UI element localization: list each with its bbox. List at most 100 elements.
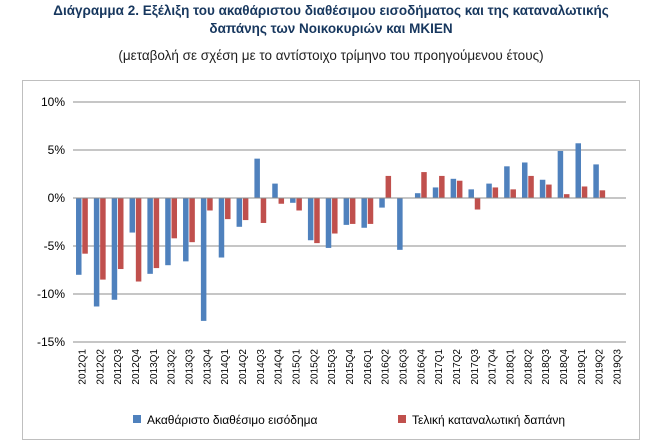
consumption-bar [296, 198, 302, 211]
x-tick-label: 2017Q3 [470, 349, 481, 385]
x-tick-label: 2017Q2 [452, 349, 463, 385]
consumption-bar [456, 180, 463, 198]
x-tick-label: 2018Q1 [506, 349, 517, 385]
income-bar [432, 187, 439, 198]
x-tick-label: 2017Q4 [488, 349, 499, 385]
x-tick-label: 2016Q1 [363, 349, 374, 385]
legend-label-income: Ακαθάριστο διαθέσιμο εισόδημα [147, 413, 318, 427]
income-bar [325, 198, 332, 248]
consumption-bar [314, 198, 320, 244]
x-tick-label: 2013Q2 [167, 349, 178, 385]
bar-chart: -15% -10% -5% 0% 5% 10% 2012Q1 2012Q2 2012Q3 2012… [37, 95, 626, 427]
income-bar [129, 198, 136, 233]
consumption-bar [510, 189, 516, 198]
legend-swatch-income [133, 415, 141, 423]
income-bar [254, 158, 260, 198]
income-bar [343, 198, 350, 225]
income-bar [111, 198, 118, 300]
consumption-bar [599, 190, 606, 198]
x-tick-label: 2015Q1 [291, 349, 302, 385]
legend-label-consumption: Τελική καταναλωτική δαπάνη [412, 413, 565, 427]
income-bar [593, 164, 599, 198]
chart-subtitle: (μεταβολή σε σχέση με το αντίστοιχο τρίμ… [118, 48, 544, 63]
y-tick-label: -10% [37, 287, 65, 301]
x-tick-label: 2014Q4 [274, 349, 285, 385]
income-bar [165, 198, 171, 266]
income-bar [147, 198, 153, 274]
chart-title-line-1: Διάγραμμα 2. Εξέλιξη του ακαθάριστου δια… [53, 3, 609, 18]
income-bar [397, 198, 403, 250]
consumption-bar [278, 198, 285, 204]
x-tick-label: 2013Q4 [202, 349, 213, 385]
income-bar [236, 198, 243, 227]
x-tick-label: 2014Q3 [256, 349, 267, 385]
consumption-bar [528, 175, 534, 198]
x-tick-label: 2012Q1 [77, 349, 88, 385]
consumption-bar [189, 198, 195, 243]
income-bar [307, 198, 314, 241]
x-tick-label: 2016Q4 [416, 349, 427, 385]
consumption-bar [135, 198, 142, 282]
x-tick-label: 2019Q1 [577, 349, 588, 385]
chart-panel: -15% -10% -5% 0% 5% 10% 2012Q1 2012Q2 2012Q3 2012… [22, 80, 640, 440]
income-bar [468, 189, 474, 198]
chart-title-line-2: δαπάνης των Νοικοκυριών και ΜΚΙΕΝ [209, 21, 453, 36]
income-bar [539, 179, 546, 198]
consumption-bar [242, 198, 249, 221]
income-bar [218, 198, 225, 258]
consumption-bar [332, 198, 338, 234]
x-tick-label: 2012Q2 [95, 349, 106, 385]
consumption-bar [439, 175, 445, 198]
consumption-bar [474, 198, 481, 210]
x-tick-label: 2014Q1 [220, 349, 231, 385]
consumption-bar [118, 198, 124, 270]
income-bar [450, 178, 457, 198]
consumption-bar [492, 187, 499, 198]
income-bar [93, 198, 100, 307]
x-tick-label: 2013Q3 [184, 349, 195, 385]
consumption-bar [349, 198, 356, 224]
x-tick-label: 2018Q3 [541, 349, 552, 385]
income-bar [290, 198, 296, 203]
x-tick-label: 2012Q4 [131, 349, 142, 385]
chart-title: Διάγραμμα 2. Εξέλιξη του ακαθάριστου δια… [0, 2, 662, 38]
consumption-bar [171, 198, 178, 239]
y-tick-label: 5% [48, 143, 66, 157]
x-tick-label: 2019Q3 [613, 349, 624, 385]
consumption-bar [260, 198, 267, 223]
x-tick-label: 2015Q3 [327, 349, 338, 385]
x-tick-label: 2016Q2 [381, 349, 392, 385]
x-tick-label: 2018Q2 [523, 349, 534, 385]
x-tick-label: 2015Q4 [345, 349, 356, 385]
consumption-bar [367, 198, 374, 224]
x-tick-label: 2014Q2 [238, 349, 249, 385]
consumption-bar [421, 172, 427, 198]
income-bar [76, 198, 82, 275]
consumption-bar [385, 175, 392, 198]
y-tick-label: 0% [48, 191, 66, 205]
income-bar [504, 166, 510, 198]
consumption-bar [153, 198, 160, 269]
income-bar [486, 183, 492, 198]
income-bar [200, 198, 207, 321]
income-bar [361, 198, 367, 228]
x-tick-label: 2017Q1 [434, 349, 445, 385]
consumption-bar [100, 198, 106, 280]
y-tick-label: 10% [41, 95, 65, 109]
y-tick-label: -5% [44, 239, 66, 253]
legend-swatch-consumption [398, 415, 406, 423]
x-tick-label: 2019Q2 [595, 349, 606, 385]
income-bar [521, 162, 528, 198]
income-bar [575, 143, 581, 198]
consumption-bar [225, 198, 231, 220]
x-tick-label: 2013Q1 [149, 349, 160, 385]
consumption-bar [563, 194, 570, 198]
income-bar [379, 198, 385, 208]
y-tick-label: -15% [37, 335, 65, 349]
consumption-bar [581, 186, 588, 198]
x-tick-label: 2016Q3 [399, 349, 410, 385]
consumption-bar [207, 198, 213, 211]
income-bar [557, 150, 564, 198]
income-bar [414, 193, 421, 198]
x-tick-label: 2012Q3 [113, 349, 124, 385]
